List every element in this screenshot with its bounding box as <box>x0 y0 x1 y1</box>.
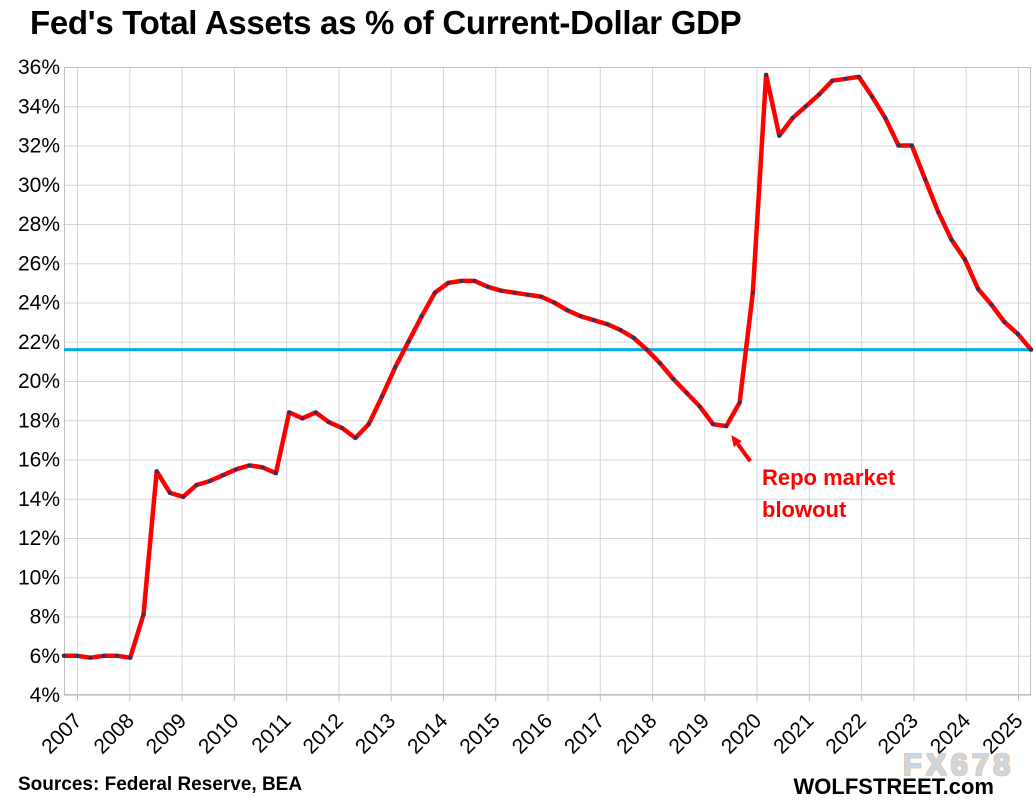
svg-text:28%: 28% <box>18 213 60 236</box>
svg-text:26%: 26% <box>18 252 60 275</box>
svg-text:2016: 2016 <box>508 709 557 758</box>
watermark: FX678 <box>903 747 1015 782</box>
svg-text:2015: 2015 <box>455 709 504 758</box>
plot-border <box>64 67 1031 695</box>
svg-text:20%: 20% <box>18 370 60 393</box>
svg-text:34%: 34% <box>18 95 60 118</box>
svg-text:32%: 32% <box>18 135 60 158</box>
svg-text:2014: 2014 <box>403 709 453 759</box>
y-axis-labels: 4% 6% 8% 10% 12% 14% 16% 18% 20% 22% 24% 26% 28% 30% 3… <box>18 56 60 707</box>
annotation-repo-market-blowout: Repo market blowout <box>762 462 895 526</box>
svg-text:2019: 2019 <box>665 709 714 758</box>
svg-text:2008: 2008 <box>90 709 139 758</box>
svg-text:6%: 6% <box>30 645 60 668</box>
gridlines <box>64 67 1031 696</box>
svg-text:18%: 18% <box>18 409 60 432</box>
chart-title: Fed's Total Assets as % of Current-Dolla… <box>30 4 742 41</box>
svg-text:2012: 2012 <box>299 709 348 758</box>
x-axis-labels: 2007 2008 2009 2010 2011 2012 2013 2014 2015 2016… <box>37 709 1027 759</box>
svg-text:2007: 2007 <box>37 709 86 758</box>
svg-text:36%: 36% <box>18 56 60 79</box>
svg-text:8%: 8% <box>30 606 60 629</box>
annotation-line1: Repo market <box>762 465 896 490</box>
svg-text:2021: 2021 <box>769 709 818 758</box>
x-axis-ticks <box>77 695 1019 701</box>
svg-text:2020: 2020 <box>717 709 766 758</box>
svg-text:2010: 2010 <box>194 709 243 758</box>
svg-text:2017: 2017 <box>560 709 609 758</box>
svg-text:22%: 22% <box>18 331 60 354</box>
svg-text:10%: 10% <box>18 566 60 589</box>
svg-text:24%: 24% <box>18 292 60 315</box>
annotation-arrow <box>731 435 752 463</box>
svg-text:2018: 2018 <box>612 709 661 758</box>
svg-text:12%: 12% <box>18 527 60 550</box>
svg-text:4%: 4% <box>30 684 60 707</box>
svg-text:2009: 2009 <box>142 709 191 758</box>
svg-text:2011: 2011 <box>247 709 295 757</box>
brand-wolfstreet: WOLFSTREET.com <box>793 774 994 799</box>
annotation-line2: blowout <box>762 497 847 522</box>
svg-text:2022: 2022 <box>821 709 870 758</box>
fed-assets-line <box>61 72 1034 660</box>
sources-note: Sources: Federal Reserve, BEA <box>18 774 303 795</box>
svg-text:30%: 30% <box>18 174 60 197</box>
svg-text:2013: 2013 <box>351 709 400 758</box>
data-point-markers <box>62 73 1033 660</box>
svg-text:16%: 16% <box>18 449 60 472</box>
svg-text:14%: 14% <box>18 488 60 511</box>
